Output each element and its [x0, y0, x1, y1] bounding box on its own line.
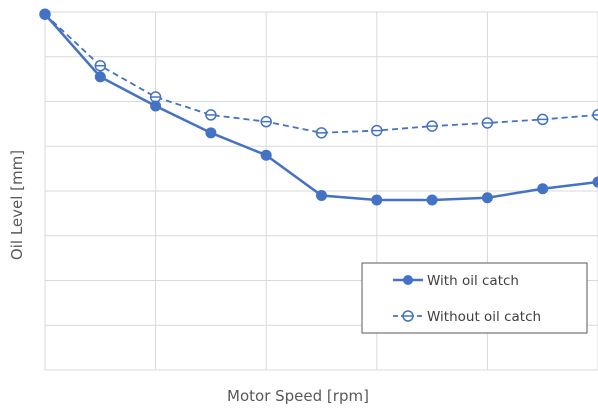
data-point [592, 176, 598, 188]
y-axis-label: Oil Level [mm] [8, 150, 26, 260]
data-point [94, 59, 107, 72]
series-without-oil-catch [39, 8, 598, 139]
data-point [39, 8, 51, 20]
legend-marker-without-oil-catch [402, 310, 414, 322]
series-with-oil-catch [39, 8, 598, 206]
x-axis-label: Motor Speed [rpm] [227, 387, 369, 405]
gridlines [44, 11, 598, 371]
data-point [150, 100, 162, 112]
data-point [536, 113, 549, 126]
data-point [481, 192, 493, 204]
legend-label-without-oil-catch: Without oil catch [427, 309, 541, 325]
data-point [316, 189, 327, 201]
data-point [426, 194, 438, 206]
data-point [205, 109, 217, 121]
series-line [44, 13, 598, 202]
series-layer [39, 8, 598, 206]
legend-marker-with-oil-catch [403, 275, 413, 285]
data-point [481, 117, 494, 129]
series-line [44, 13, 598, 134]
data-point [260, 115, 272, 128]
legend-label-with-oil-catch: With oil catch [427, 273, 519, 289]
data-point [94, 71, 106, 83]
data-point [205, 127, 217, 139]
data-point [260, 149, 272, 161]
data-point [315, 127, 328, 139]
data-point [426, 120, 438, 132]
data-point [592, 109, 598, 121]
legend: With oil catch Without oil catch [361, 262, 588, 334]
legend-box [361, 262, 588, 334]
data-point [371, 194, 383, 206]
data-point [371, 124, 383, 137]
data-point [537, 183, 549, 195]
